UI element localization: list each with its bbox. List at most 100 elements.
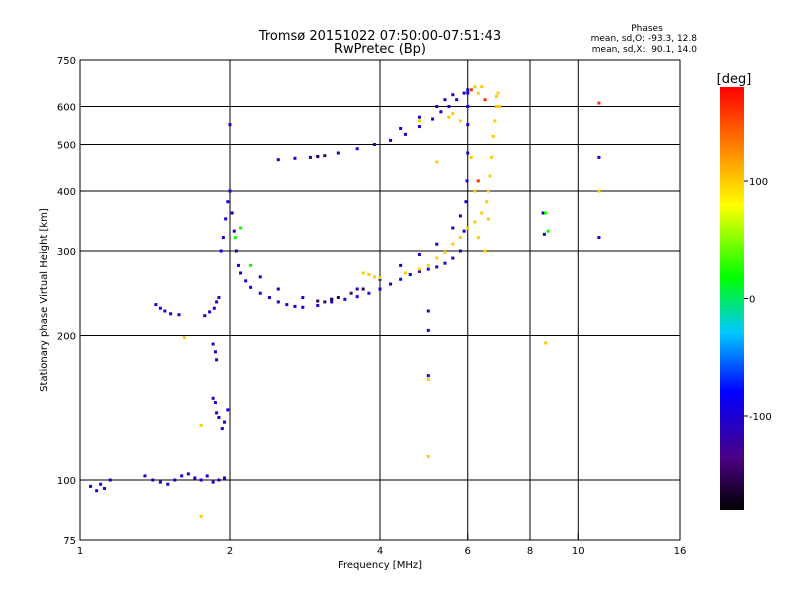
data-point	[221, 236, 225, 240]
data-point	[455, 98, 459, 102]
data-point	[458, 249, 462, 253]
data-point	[276, 158, 280, 162]
data-point	[219, 249, 223, 253]
data-point	[466, 151, 470, 155]
data-point	[490, 155, 494, 159]
data-point	[285, 303, 289, 307]
phase-stats-x: mean, sd,X: 90.1, 14.0	[592, 45, 698, 55]
data-point	[258, 291, 262, 295]
data-point	[355, 147, 359, 151]
data-point	[323, 154, 327, 158]
data-point	[408, 273, 412, 277]
data-point	[426, 377, 430, 381]
data-point	[447, 105, 451, 109]
chart-subtitle: RwPretec (Bp)	[334, 42, 426, 57]
chart-title: Tromsø 20151022 07:50:00-07:51:43	[258, 29, 501, 44]
x-tick-label: 8	[527, 546, 533, 557]
data-point	[177, 313, 181, 317]
data-point	[465, 179, 469, 183]
x-tick-label: 2	[227, 546, 233, 557]
colorbar	[720, 87, 744, 510]
data-point	[308, 155, 312, 159]
data-point	[389, 282, 393, 286]
data-point	[498, 105, 502, 109]
data-point	[224, 217, 228, 221]
data-point	[447, 115, 451, 119]
data-point	[378, 277, 382, 281]
data-point	[220, 427, 224, 431]
data-point	[466, 105, 470, 109]
data-point	[215, 358, 219, 362]
x-axis-label: Frequency [MHz]	[338, 560, 422, 571]
data-point	[316, 303, 320, 307]
data-point	[435, 242, 439, 246]
data-point	[212, 306, 216, 310]
grid-lines	[80, 60, 680, 540]
data-point	[205, 474, 209, 478]
y-tick-label: 500	[57, 141, 76, 152]
data-point	[233, 236, 237, 240]
data-point	[466, 123, 470, 127]
data-point	[293, 304, 297, 308]
data-point	[166, 482, 170, 486]
colorbar-tick-label: 100	[749, 177, 768, 188]
data-point	[431, 117, 435, 121]
data-point	[258, 275, 262, 279]
data-point	[199, 423, 203, 427]
data-point	[378, 287, 382, 291]
data-point	[403, 271, 407, 275]
data-point	[469, 155, 473, 159]
y-tick-label: 75	[63, 536, 76, 547]
data-point	[542, 232, 546, 236]
data-point	[223, 476, 227, 480]
data-point	[435, 265, 439, 269]
data-point	[336, 296, 340, 300]
data-point	[239, 271, 243, 275]
data-point	[435, 256, 439, 260]
data-point	[249, 285, 253, 289]
data-point	[458, 236, 462, 240]
y-axis-label: Stationary phase Virtual Height [km]	[39, 208, 50, 392]
data-point	[213, 350, 217, 354]
data-point	[494, 105, 498, 109]
data-point	[244, 279, 248, 283]
data-point	[464, 200, 468, 204]
data-point	[491, 134, 495, 138]
data-point	[486, 217, 490, 221]
data-point	[186, 472, 190, 476]
data-point	[443, 261, 447, 265]
data-point	[443, 98, 447, 102]
data-point	[480, 85, 484, 89]
x-tick-label: 4	[377, 546, 383, 557]
data-point	[199, 514, 203, 518]
data-point	[316, 155, 320, 159]
data-point	[103, 487, 107, 491]
colorbar-tick-label: 0	[749, 295, 755, 306]
data-point	[435, 160, 439, 164]
data-point	[496, 91, 500, 95]
data-point	[462, 229, 466, 233]
data-point	[451, 242, 455, 246]
data-point	[89, 484, 93, 488]
data-point	[469, 88, 473, 92]
data-point	[343, 297, 347, 301]
data-point	[417, 125, 421, 129]
data-point	[336, 151, 340, 155]
x-tick-label: 1	[77, 546, 83, 557]
data-point	[173, 478, 177, 482]
data-point	[211, 342, 215, 346]
data-point	[215, 300, 219, 304]
data-point	[193, 476, 197, 480]
colorbar-ticks: 100 0 -100	[744, 177, 772, 423]
data-point	[373, 275, 377, 279]
data-point	[417, 253, 421, 257]
data-point	[439, 110, 443, 114]
data-point	[399, 263, 403, 267]
data-point	[458, 214, 462, 218]
data-point	[169, 312, 173, 316]
data-point	[267, 296, 271, 300]
data-point	[451, 112, 455, 116]
data-point	[236, 263, 240, 267]
data-point	[217, 415, 221, 419]
